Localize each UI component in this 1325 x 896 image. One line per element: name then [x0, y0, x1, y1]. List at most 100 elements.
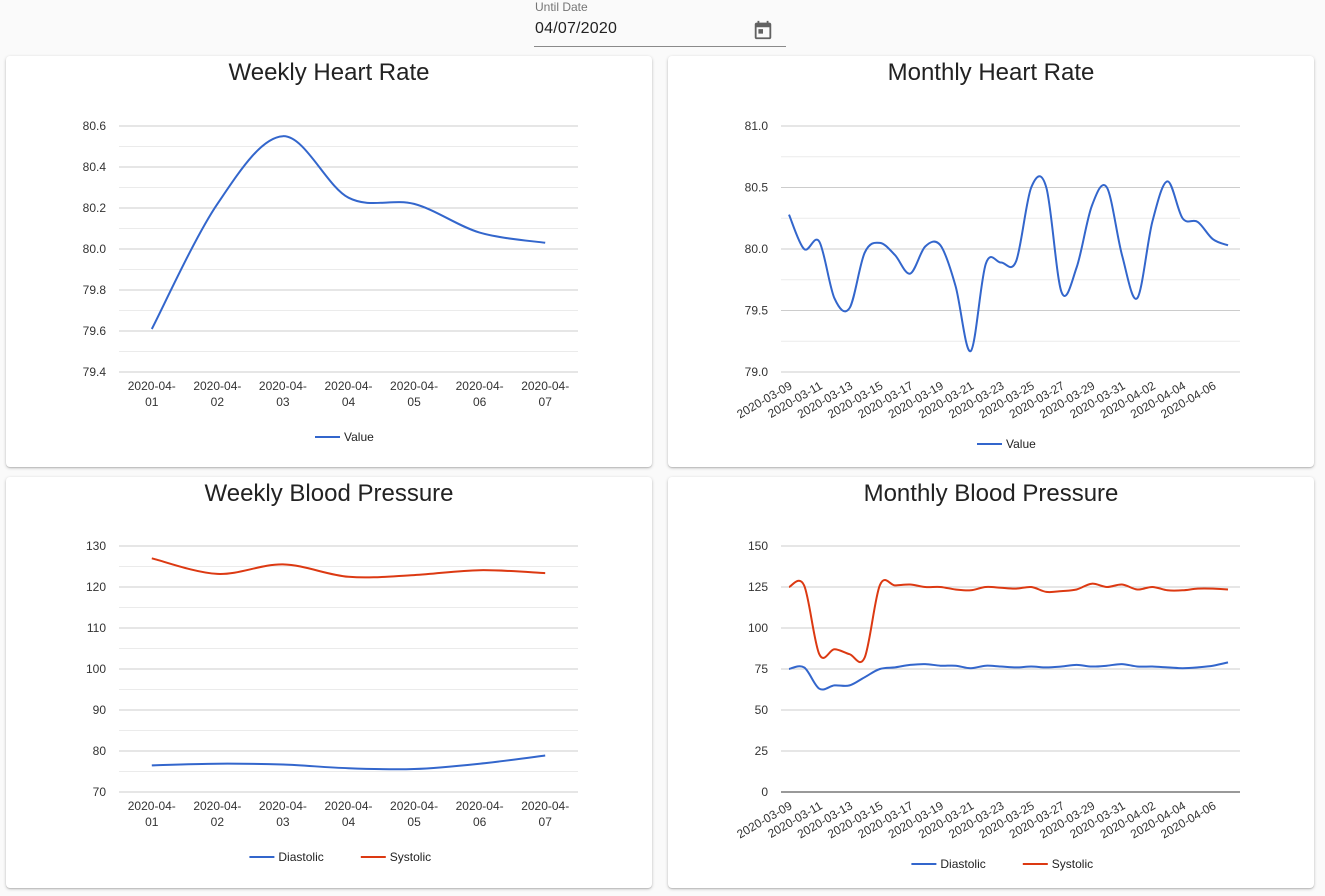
data-point: [542, 570, 548, 576]
data-point: [786, 666, 792, 672]
data-point: [1089, 203, 1095, 209]
data-point: [831, 295, 837, 301]
data-point: [968, 665, 974, 671]
y-tick-label: 79.6: [83, 324, 107, 338]
data-point: [998, 585, 1004, 591]
until-date-label: Until Date: [535, 0, 588, 14]
calendar-icon[interactable]: [752, 19, 774, 41]
data-point: [907, 271, 913, 277]
data-point: [1149, 584, 1155, 590]
data-point: [1210, 236, 1216, 242]
data-point: [862, 655, 868, 661]
weekly-heart-rate-chart: 79.4 79.6 79.8 80.0 80.2 80.4 80.6 2020-04- 01 20…: [83, 119, 578, 444]
data-point: [937, 663, 943, 669]
until-date-input[interactable]: 04/07/2020: [535, 20, 618, 37]
data-point: [346, 574, 352, 580]
data-point: [1180, 587, 1186, 593]
data-point: [411, 766, 417, 772]
data-point: [1043, 185, 1049, 191]
data-point: [1119, 252, 1125, 258]
legend-label: Diastolic: [940, 857, 985, 871]
weekly-blood-pressure-card: 70 80 90 100 110 120 130 2020-04- 01 2020-04- 02 20…: [6, 477, 652, 888]
data-point: [983, 261, 989, 267]
legend-label: Value: [344, 430, 374, 444]
data-point: [1013, 586, 1019, 592]
x-tick-label: 2020-04-: [521, 799, 569, 813]
x-tick-label: 04: [342, 815, 356, 829]
data-point: [816, 239, 822, 245]
x-tick-label: 2020-04-: [193, 379, 241, 393]
weekly-heart-rate-card: 79.4 79.6 79.8 80.0 80.2 80.4 80.6 2020-04- 01 20…: [6, 56, 652, 467]
x-tick-label: 05: [407, 815, 421, 829]
data-point: [1195, 219, 1201, 225]
data-point: [1180, 215, 1186, 221]
card-title: Weekly Blood Pressure: [204, 480, 454, 507]
data-point: [816, 686, 822, 692]
data-point: [1119, 582, 1125, 588]
data-point: [1074, 586, 1080, 592]
y-tick-label: 80.2: [83, 201, 107, 215]
x-tick-label: 02: [211, 815, 225, 829]
data-point: [847, 682, 853, 688]
x-tick-label: 2020-04-: [128, 379, 176, 393]
data-point: [786, 584, 792, 590]
y-tick-label: 125: [748, 580, 768, 594]
data-point: [953, 663, 959, 669]
data-point: [477, 567, 483, 573]
data-point: [1164, 178, 1170, 184]
card-title: Monthly Blood Pressure: [863, 480, 1119, 507]
data-point: [1164, 587, 1170, 593]
data-point: [922, 584, 928, 590]
data-point: [801, 582, 807, 588]
until-date-field[interactable]: Until Date 04/07/2020: [534, 0, 786, 47]
data-point: [280, 133, 286, 139]
data-point: [280, 762, 286, 768]
data-point: [214, 201, 220, 207]
x-tick-label: 06: [473, 815, 487, 829]
y-tick-label: 80.0: [745, 242, 769, 256]
data-point: [1225, 586, 1231, 592]
data-point: [1149, 664, 1155, 670]
data-point: [1028, 584, 1034, 590]
y-tick-label: 150: [748, 539, 768, 553]
data-point: [214, 571, 220, 577]
data-point: [1134, 295, 1140, 301]
x-tick-label: 2020-04-: [390, 379, 438, 393]
x-tick-label: 2020-04-: [390, 799, 438, 813]
data-point: [149, 762, 155, 768]
x-tick-label: 2020-04-: [259, 799, 307, 813]
data-point: [1210, 586, 1216, 592]
data-point: [862, 674, 868, 680]
data-point: [983, 663, 989, 669]
data-point: [907, 582, 913, 588]
data-point: [847, 305, 853, 311]
data-point: [1043, 664, 1049, 670]
data-point: [907, 662, 913, 668]
data-point: [1119, 661, 1125, 667]
data-point: [801, 664, 807, 670]
data-point: [877, 240, 883, 246]
data-point: [983, 584, 989, 590]
data-point: [862, 250, 868, 256]
legend-label: Systolic: [1052, 857, 1093, 871]
data-point: [1074, 662, 1080, 668]
data-point: [816, 651, 822, 657]
data-point: [477, 230, 483, 236]
data-point: [892, 582, 898, 588]
data-point: [411, 201, 417, 207]
series-line-systolic: [151, 557, 546, 579]
y-tick-label: 100: [86, 662, 106, 676]
gridlines: [119, 125, 578, 373]
x-tick-label: 05: [407, 395, 421, 409]
y-tick-label: 130: [86, 539, 106, 553]
data-point: [1210, 663, 1216, 669]
series-line-value: [150, 135, 546, 330]
y-tick-label: 80.5: [745, 181, 769, 195]
y-tick-label: 79.8: [83, 283, 107, 297]
y-tick-label: 81.0: [745, 119, 769, 133]
data-point: [1195, 586, 1201, 592]
data-point: [1104, 663, 1110, 669]
y-tick-label: 80.0: [83, 242, 107, 256]
y-tick-label: 50: [755, 703, 769, 717]
data-point: [1180, 665, 1186, 671]
